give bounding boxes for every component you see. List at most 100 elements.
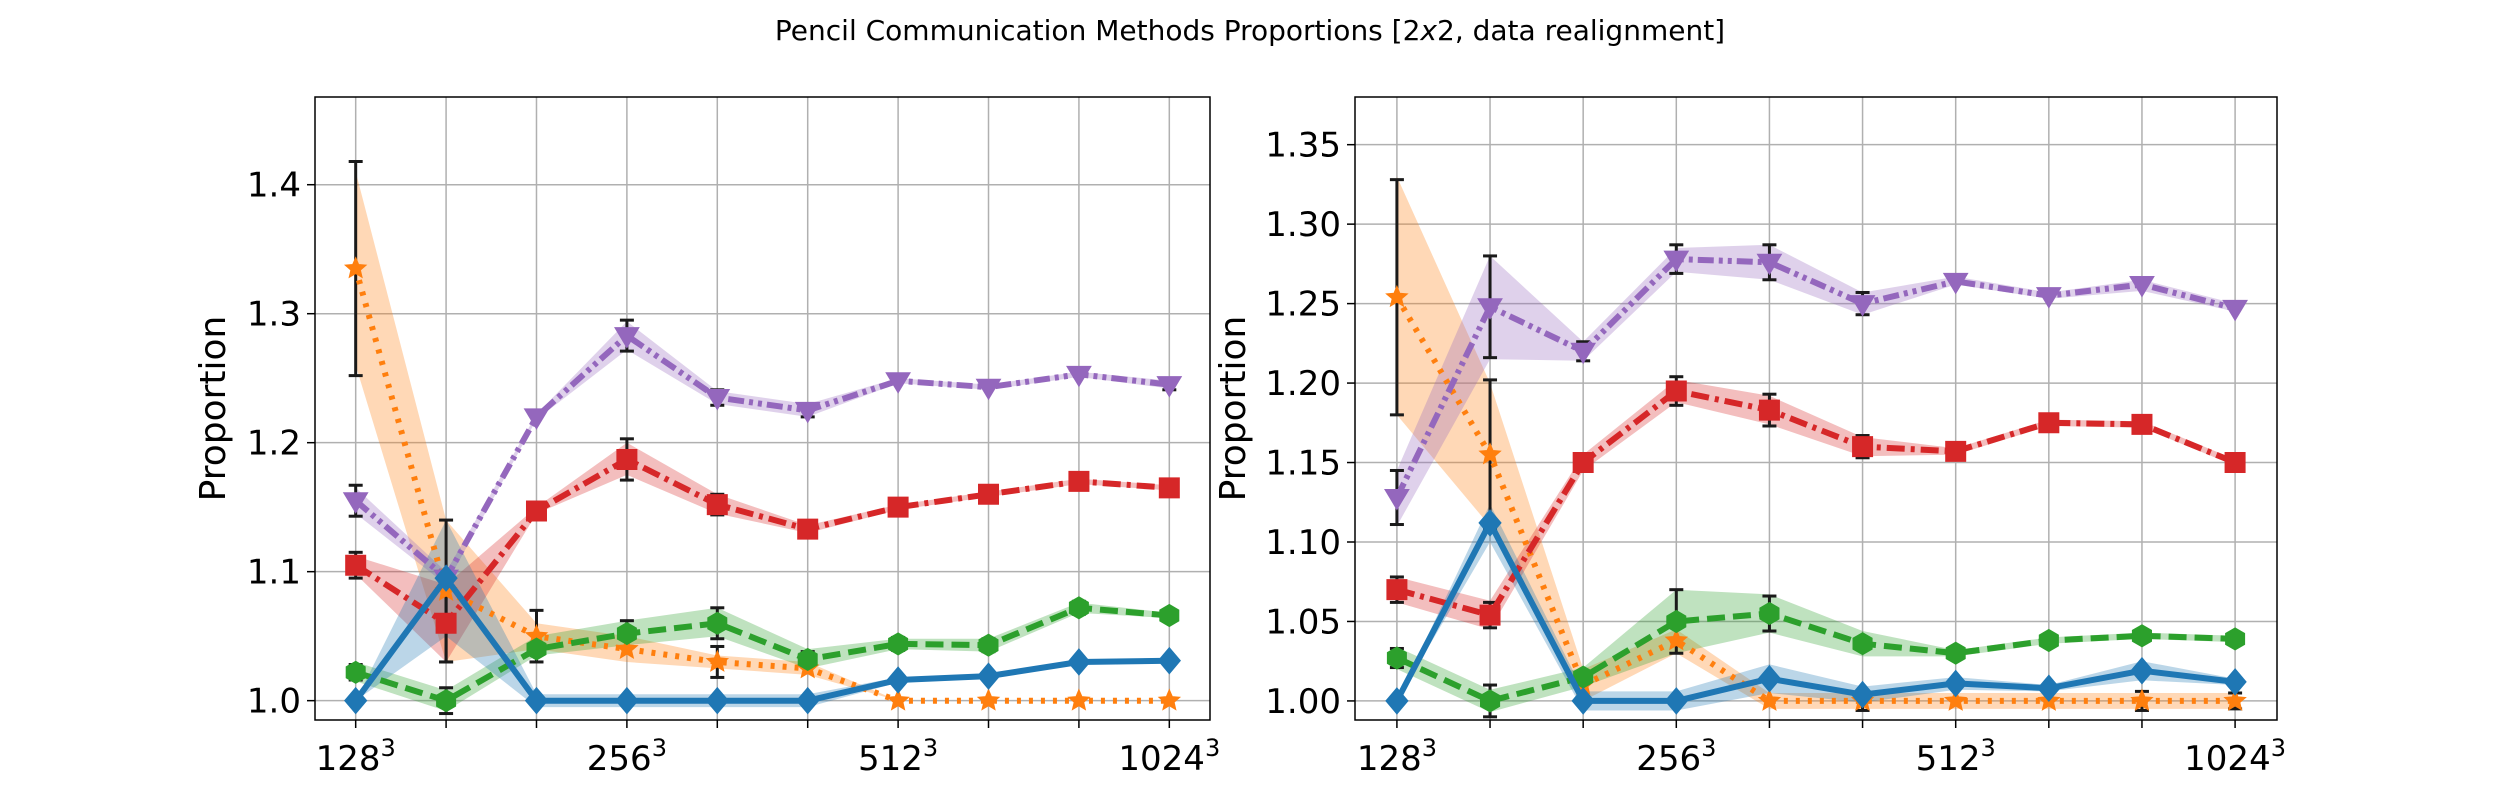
series-line [352,267,1170,704]
data-point [1570,342,1597,365]
data-point [2223,668,2247,696]
y-tick-label: 1.00 [1265,682,1341,722]
y-tick-label: 1.3 [247,295,301,335]
data-point [614,327,640,349]
data-point [797,518,819,540]
plot-area [1384,176,2248,719]
y-tick-label: 1.0 [247,682,301,722]
data-point [1571,687,1595,715]
data-point [1157,646,1181,675]
y-tick-label: 1.10 [1265,523,1341,563]
data-point [1758,399,1780,421]
data-point [2223,688,2247,711]
data-point [1945,641,1966,665]
x-tick-label: 10243 [1118,734,1220,779]
data-point [976,662,1001,690]
axes-frame [1354,96,2278,721]
x-tick-label: 2563 [1636,734,1716,779]
data-point [1665,380,1687,402]
data-point [342,492,369,514]
data-point [344,686,368,715]
x-tick-label: 1283 [1357,734,1437,779]
data-point [2037,674,2061,702]
data-point [2130,688,2154,711]
title-end: 2, data realignment] [1437,14,1725,47]
data-point [707,611,728,635]
data-point [434,564,458,592]
series-line [354,604,1170,704]
y-tick-label: 1.30 [1265,205,1341,245]
title-main: Pencil Communication Methods Proportions… [775,14,1421,47]
data-point [1759,601,1780,626]
axes-frame [314,96,1211,721]
data-point [1480,689,1501,713]
data-point [523,408,550,430]
data-point [526,637,547,661]
data-point [1663,250,1690,273]
series-line [354,456,1170,627]
data-point [1664,628,1689,651]
data-point [2222,299,2248,322]
data-point [1157,688,1182,711]
x-tick-label: 1283 [316,734,396,779]
data-point [2224,452,2246,474]
data-point [1385,284,1409,308]
data-point [615,636,639,660]
right-chart: 1.00 1.05 1.10 1.15 1.20 1.25 1.30 1.35 1283 2563… [1213,96,2286,779]
data-point [705,686,729,715]
data-point [2038,412,2060,434]
left-chart: 1.0 1.1 1.2 1.3 1.4 1283 2563 5123 10243 Proporti… [193,96,1220,779]
data-point [1479,604,1501,626]
data-point [978,483,1000,505]
data-point [888,632,909,656]
data-point [615,686,639,715]
data-point [705,649,730,672]
y-tick-label: 1.20 [1265,364,1341,404]
series-line [1394,256,2236,499]
data-point [1942,272,1969,295]
data-point [706,494,728,516]
data-point [2131,624,2152,648]
data-point [616,448,638,470]
data-point [1756,253,1783,276]
data-point [2129,276,2155,298]
y-axis-label: Proportion [1213,316,1254,502]
data-point [343,256,368,279]
plot-area [342,159,1183,716]
data-point [1158,477,1180,499]
data-point [1068,596,1089,620]
y-tick-label: 1.4 [247,166,301,206]
data-point [976,688,1001,711]
data-point [1572,452,1594,474]
data-point [1478,509,1502,537]
data-point [1386,646,1407,670]
data-point [797,647,818,671]
data-point [1666,609,1687,634]
series-line [1394,519,2236,704]
data-point [436,689,457,713]
data-point [1066,365,1092,388]
data-point [704,389,731,411]
title-x: x [1419,14,1437,47]
y-tick-label: 1.2 [247,424,301,464]
data-point [885,372,911,394]
data-point [1068,470,1090,492]
data-point [2131,413,2153,435]
series-line [1395,610,2236,704]
data-point [525,500,547,522]
data-point [524,686,549,715]
data-point [1384,489,1410,511]
y-tick-label: 1.1 [247,553,301,593]
data-point [616,622,637,646]
data-point [435,612,457,634]
confidence-band [355,520,1170,708]
data-point [1067,688,1091,711]
data-point [1385,687,1409,715]
data-point [1943,688,1968,711]
y-tick-label: 1.15 [1265,444,1341,484]
data-point [886,666,910,694]
y-axis-label: Proportion [193,316,234,502]
x-tick-label: 2563 [587,734,667,779]
data-point [794,401,821,424]
data-point [2225,627,2246,651]
